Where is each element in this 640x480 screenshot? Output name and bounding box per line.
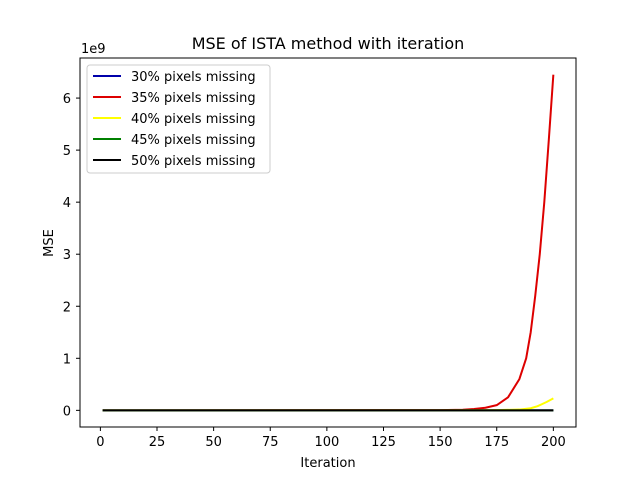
x-tick-label: 0	[96, 435, 104, 450]
x-tick-label: 75	[262, 435, 279, 450]
y-tick-label: 2	[63, 300, 71, 315]
x-tick-label: 50	[205, 435, 222, 450]
y-multiplier-label: 1e9	[81, 42, 106, 57]
chart-title: MSE of ISTA method with iteration	[192, 34, 465, 53]
x-tick-label: 200	[541, 435, 566, 450]
legend: 30% pixels missing 35% pixels missing 40% …	[86, 64, 271, 174]
legend-label-1: 30% pixels missing	[131, 70, 256, 85]
y-tick-label: 5	[63, 144, 71, 159]
y-tick-label: 4	[63, 196, 71, 211]
plot-area-frame	[79, 57, 577, 428]
legend-label-4: 45% pixels missing	[131, 133, 256, 148]
x-axis-label: Iteration	[300, 456, 355, 471]
x-tick-label: 25	[149, 435, 166, 450]
y-tick-label: 6	[63, 92, 71, 107]
x-tick-label: 175	[484, 435, 509, 450]
y-axis-ticks: 0 1 2 3 4 5 6	[63, 92, 80, 419]
series-lines	[102, 74, 555, 412]
x-tick-label: 125	[371, 435, 396, 450]
y-axis-label: MSE	[42, 229, 57, 257]
x-tick-label: 100	[314, 435, 339, 450]
y-tick-label: 0	[63, 404, 71, 419]
legend-label-2: 35% pixels missing	[131, 91, 256, 106]
x-tick-label: 150	[428, 435, 453, 450]
legend-label-5: 50% pixels missing	[131, 154, 256, 169]
y-tick-label: 1	[63, 352, 71, 367]
legend-label-3: 40% pixels missing	[131, 112, 256, 127]
y-tick-label: 3	[63, 248, 71, 263]
legend-box	[86, 64, 271, 174]
x-axis-ticks: 0 25 50 75 100 125 150 175 200	[96, 427, 566, 450]
